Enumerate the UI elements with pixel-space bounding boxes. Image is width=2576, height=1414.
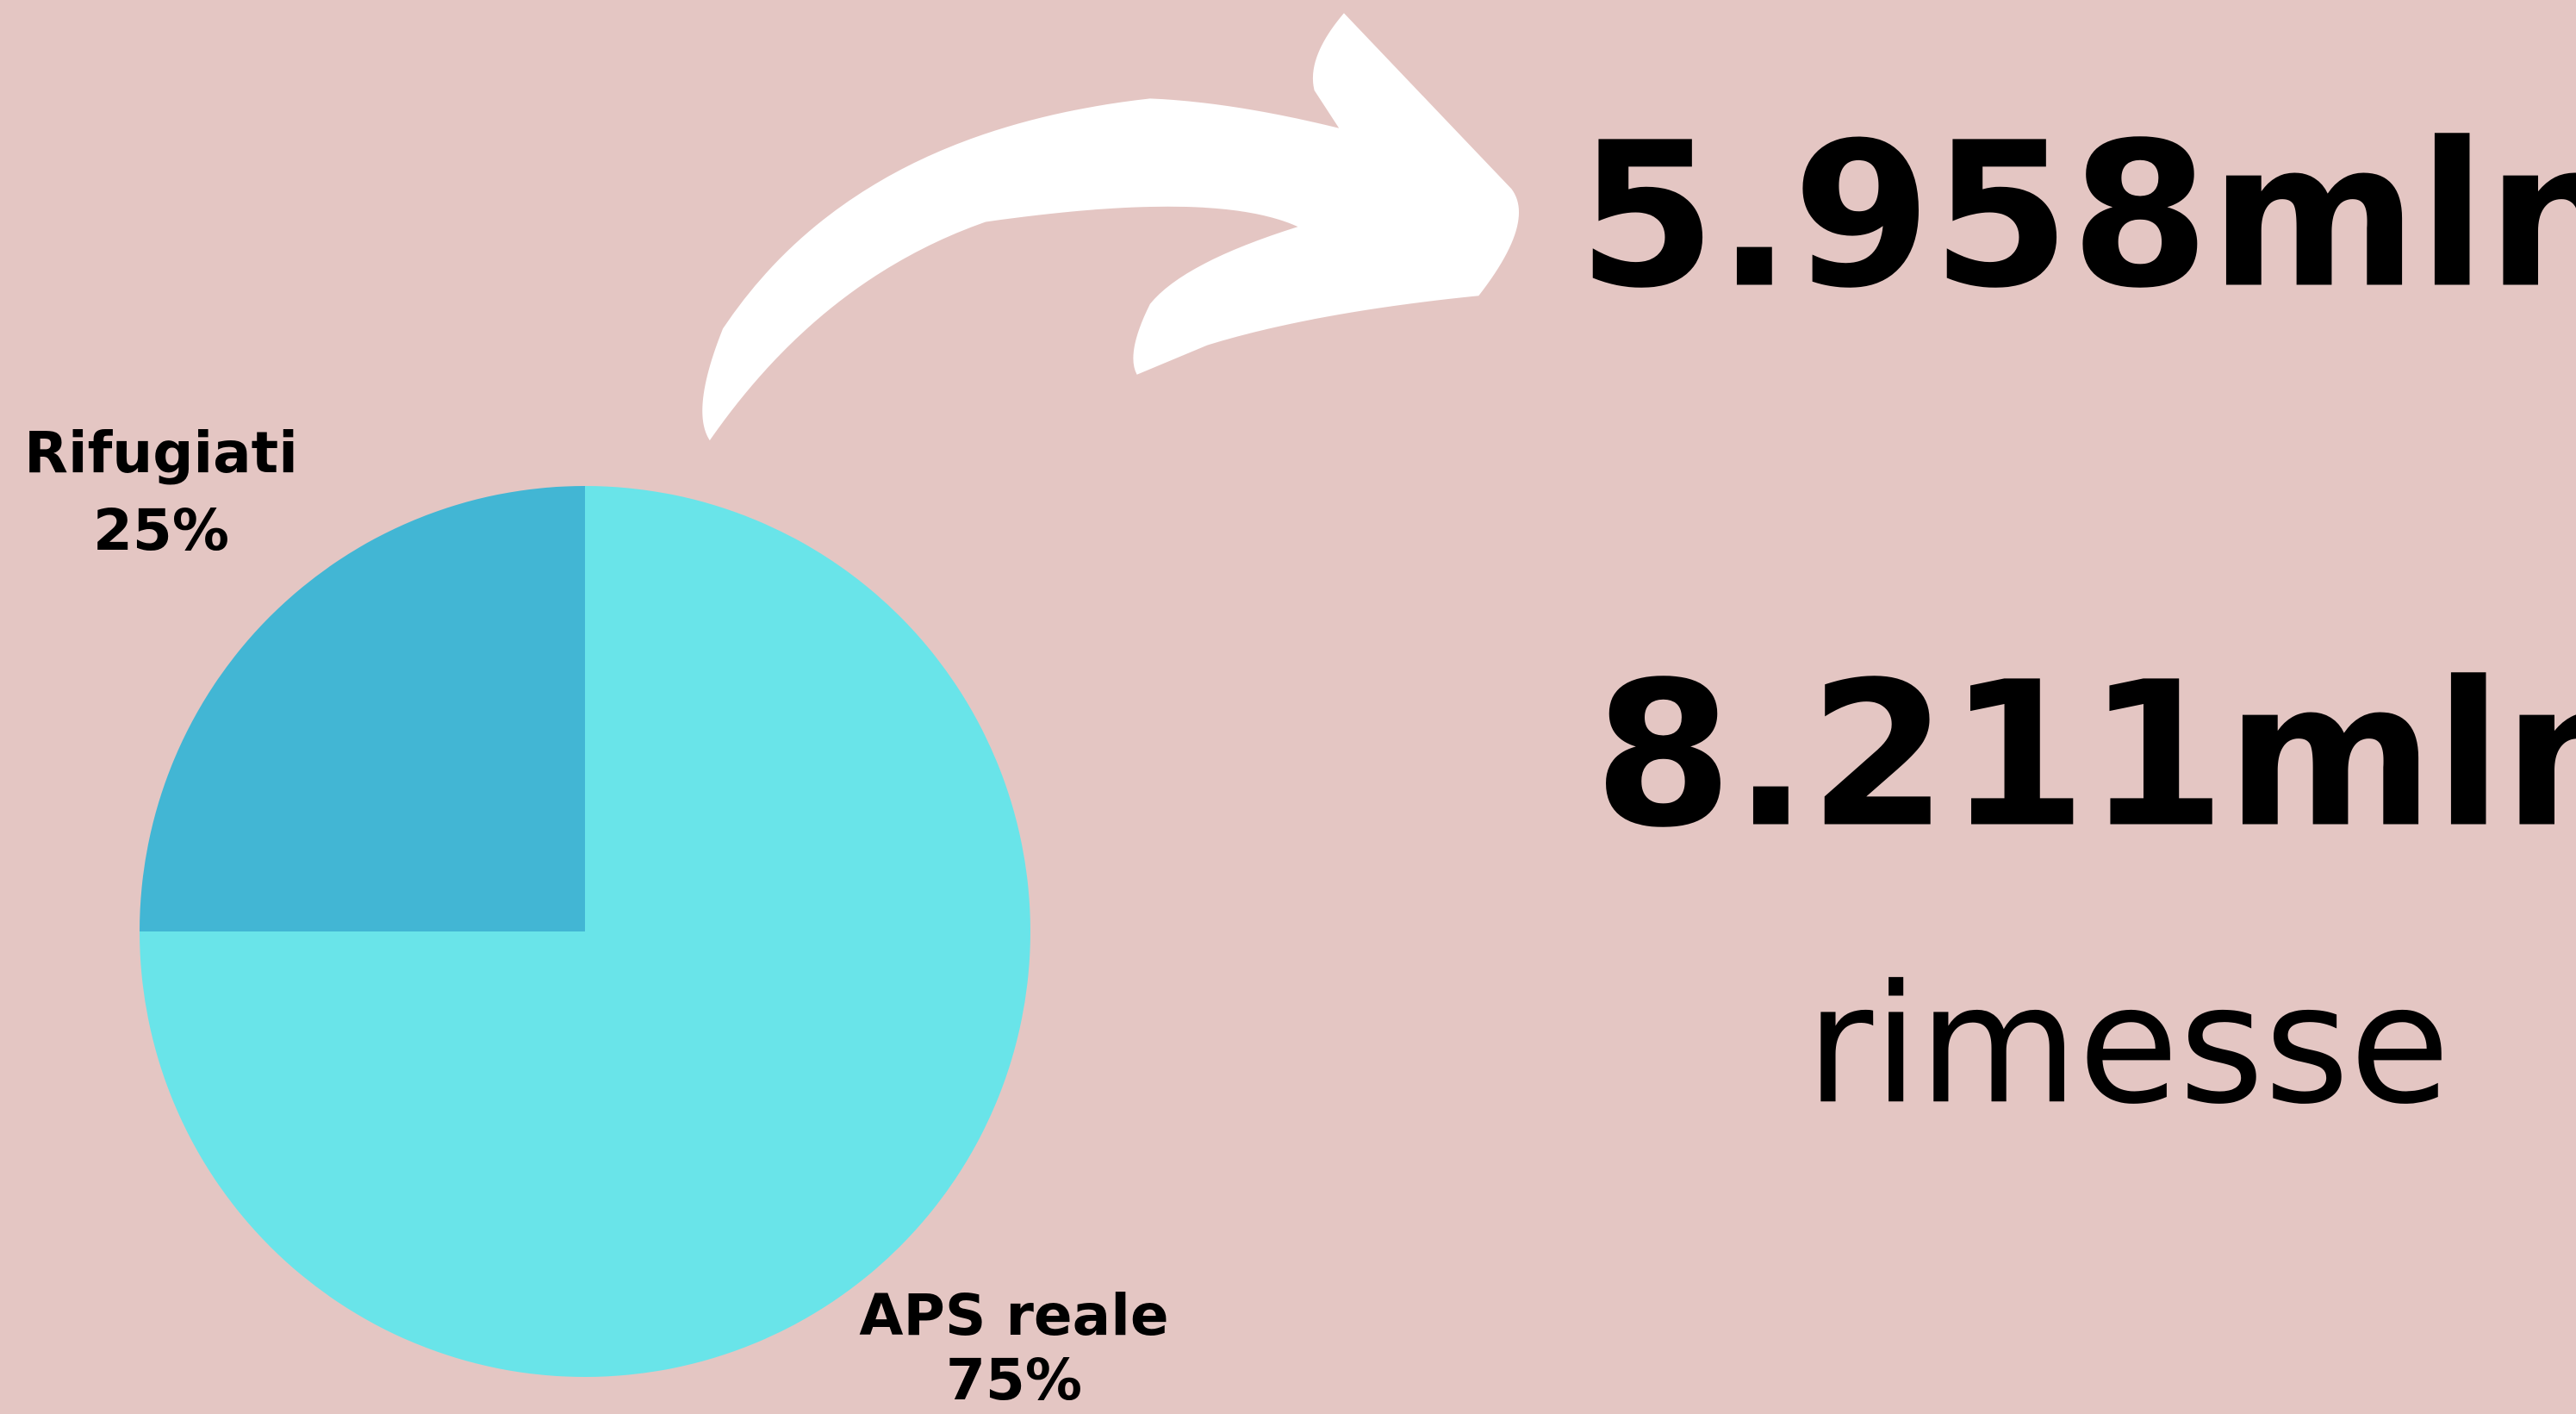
slice-label: Rifugiati bbox=[24, 420, 298, 486]
annotation: 8.211mln bbox=[1594, 638, 2576, 871]
slice-value-label: 75% bbox=[946, 1347, 1082, 1413]
slice-label: APS reale bbox=[859, 1282, 1168, 1349]
annotation: 5.958mln bbox=[1577, 99, 2576, 332]
arrow bbox=[702, 13, 1520, 441]
pie-slice bbox=[140, 486, 585, 931]
annotation: rimesse bbox=[1806, 950, 2450, 1140]
slice-value-label: 25% bbox=[93, 497, 229, 564]
pie-slice bbox=[140, 486, 1030, 1377]
